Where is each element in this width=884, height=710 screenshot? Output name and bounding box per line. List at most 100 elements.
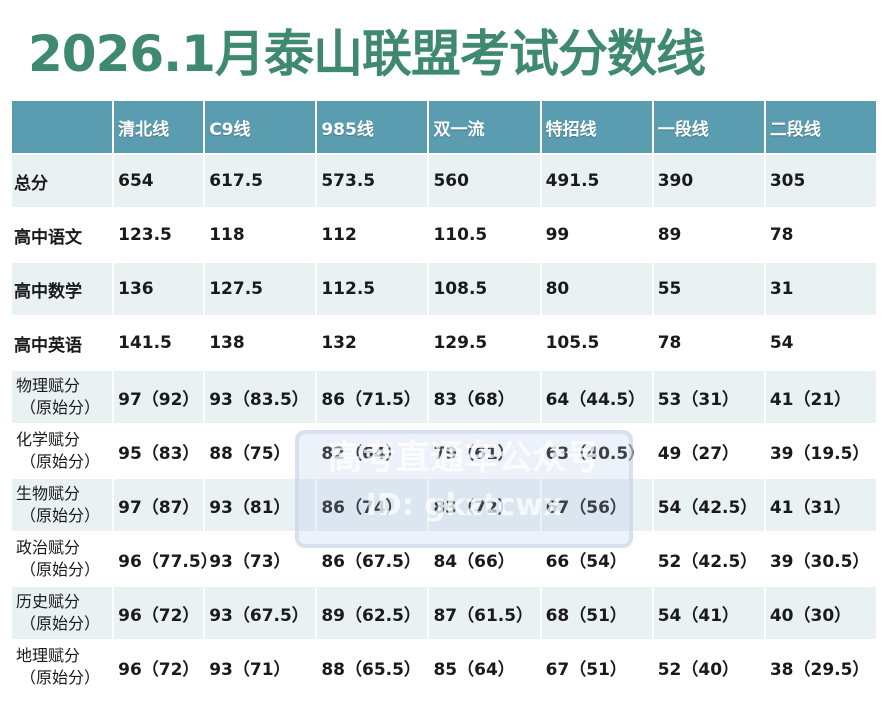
score-cell: 93（71）	[205, 641, 316, 695]
header-corner	[12, 101, 113, 155]
score-cell: 491.5	[541, 155, 652, 209]
header-tier-one: 一段线	[653, 101, 764, 155]
header-special-admission: 特招线	[541, 101, 652, 155]
score-cell: 87（61.5）	[429, 587, 540, 641]
row-label: 高中英语	[12, 317, 113, 371]
score-cell: 63（40.5）	[541, 425, 652, 479]
table-row: 总分 654 617.5 573.5 560 491.5 390 305	[12, 155, 876, 209]
header-985: 985线	[317, 101, 428, 155]
score-table: 清北线 C9线 985线 双一流 特招线 一段线 二段线 总分 654 617.5 5…	[10, 101, 878, 695]
score-cell: 64（44.5）	[541, 371, 652, 425]
score-cell: 96（72）	[114, 587, 204, 641]
table-row: 化学赋分 （原始分） 95（83） 88（75） 82（64） 79（61） 63（40.5…	[12, 425, 876, 479]
score-cell: 54（42.5）	[653, 479, 764, 533]
table-row: 地理赋分 （原始分） 96（72） 93（71） 88（65.5） 85（64） 67（51…	[12, 641, 876, 695]
score-cell: 93（67.5）	[205, 587, 316, 641]
score-cell: 136	[114, 263, 204, 317]
row-label-line: （原始分）	[20, 668, 101, 687]
row-label: 总分	[12, 155, 113, 209]
row-label: 高中语文	[12, 209, 113, 263]
score-cell: 89	[653, 209, 764, 263]
score-cell: 88（65.5）	[317, 641, 428, 695]
score-cell: 95（83）	[114, 425, 204, 479]
score-cell: 132	[317, 317, 428, 371]
score-cell: 129.5	[429, 317, 540, 371]
row-label-line: 地理赋分	[16, 646, 81, 665]
score-cell: 41（21）	[765, 371, 876, 425]
table-row: 物理赋分 （原始分） 97（92） 93（83.5） 86（71.5） 83（68） 64（…	[12, 371, 876, 425]
score-cell: 67（51）	[541, 641, 652, 695]
row-label-line: 物理赋分	[16, 376, 81, 395]
score-cell: 305	[765, 155, 876, 209]
score-cell: 80	[541, 263, 652, 317]
score-cell: 390	[653, 155, 764, 209]
score-cell: 52（42.5）	[653, 533, 764, 587]
header-double-first-class: 双一流	[429, 101, 540, 155]
table-row: 高中英语 141.5 138 132 129.5 105.5 78 54	[12, 317, 876, 371]
row-label-line: 化学赋分	[16, 430, 81, 449]
score-cell: 78	[653, 317, 764, 371]
score-cell: 86（67.5）	[317, 533, 428, 587]
header-qingbei: 清北线	[114, 101, 204, 155]
score-cell: 79（61）	[429, 425, 540, 479]
score-cell: 40（30）	[765, 587, 876, 641]
score-cell: 108.5	[429, 263, 540, 317]
score-cell: 66（54）	[541, 533, 652, 587]
row-label: 地理赋分 （原始分）	[12, 641, 113, 695]
header-tier-two: 二段线	[765, 101, 876, 155]
row-label: 高中数学	[12, 263, 113, 317]
row-label-line: （原始分）	[20, 506, 101, 525]
score-cell: 89（62.5）	[317, 587, 428, 641]
score-cell: 97（92）	[114, 371, 204, 425]
row-label-line: （原始分）	[20, 560, 101, 579]
score-cell: 38（29.5）	[765, 641, 876, 695]
score-cell: 573.5	[317, 155, 428, 209]
score-cell: 112	[317, 209, 428, 263]
score-cell: 110.5	[429, 209, 540, 263]
score-cell: 112.5	[317, 263, 428, 317]
score-cell: 83（72）	[429, 479, 540, 533]
score-cell: 617.5	[205, 155, 316, 209]
table-row: 高中语文 123.5 118 112 110.5 99 89 78	[12, 209, 876, 263]
row-label-line: 高中语文	[14, 227, 82, 248]
table-row: 历史赋分 （原始分） 96（72） 93（67.5） 89（62.5） 87（61.5） 6…	[12, 587, 876, 641]
score-cell: 49（27）	[653, 425, 764, 479]
score-cell: 127.5	[205, 263, 316, 317]
table-row: 高中数学 136 127.5 112.5 108.5 80 55 31	[12, 263, 876, 317]
row-label-line: （原始分）	[20, 398, 101, 417]
row-label-line: 政治赋分	[16, 538, 81, 557]
score-cell: 654	[114, 155, 204, 209]
score-cell: 105.5	[541, 317, 652, 371]
score-cell: 85（64）	[429, 641, 540, 695]
score-cell: 123.5	[114, 209, 204, 263]
score-cell: 53（31）	[653, 371, 764, 425]
score-cell: 54	[765, 317, 876, 371]
row-label-line: 高中英语	[14, 335, 82, 356]
row-label-line: （原始分）	[20, 614, 101, 633]
page-title: 2026.1月泰山联盟考试分数线	[28, 25, 706, 83]
score-cell: 52（40）	[653, 641, 764, 695]
score-cell: 84（66）	[429, 533, 540, 587]
score-cell: 99	[541, 209, 652, 263]
score-cell: 560	[429, 155, 540, 209]
row-label: 生物赋分 （原始分）	[12, 479, 113, 533]
score-cell: 39（19.5）	[765, 425, 876, 479]
score-cell: 96（72）	[114, 641, 204, 695]
score-cell: 86（71.5）	[317, 371, 428, 425]
score-cell: 31	[765, 263, 876, 317]
row-label-line: 总分	[14, 173, 48, 194]
score-cell: 96（77.5）	[114, 533, 218, 587]
score-cell: 83（68）	[429, 371, 540, 425]
score-cell: 86（74）	[317, 479, 428, 533]
score-cell: 54（41）	[653, 587, 764, 641]
table-row: 政治赋分 （原始分） 96（77.5） 93（73） 86（67.5） 84（66） 66（…	[12, 533, 876, 587]
row-label: 政治赋分 （原始分）	[12, 533, 113, 587]
score-cell: 78	[765, 209, 876, 263]
score-cell: 41（31）	[765, 479, 876, 533]
score-cell: 55	[653, 263, 764, 317]
score-cell: 67（56）	[541, 479, 652, 533]
row-label-line: 生物赋分	[16, 484, 81, 503]
row-label-line: 历史赋分	[16, 592, 81, 611]
score-cell: 141.5	[114, 317, 204, 371]
score-cell: 93（83.5）	[205, 371, 316, 425]
